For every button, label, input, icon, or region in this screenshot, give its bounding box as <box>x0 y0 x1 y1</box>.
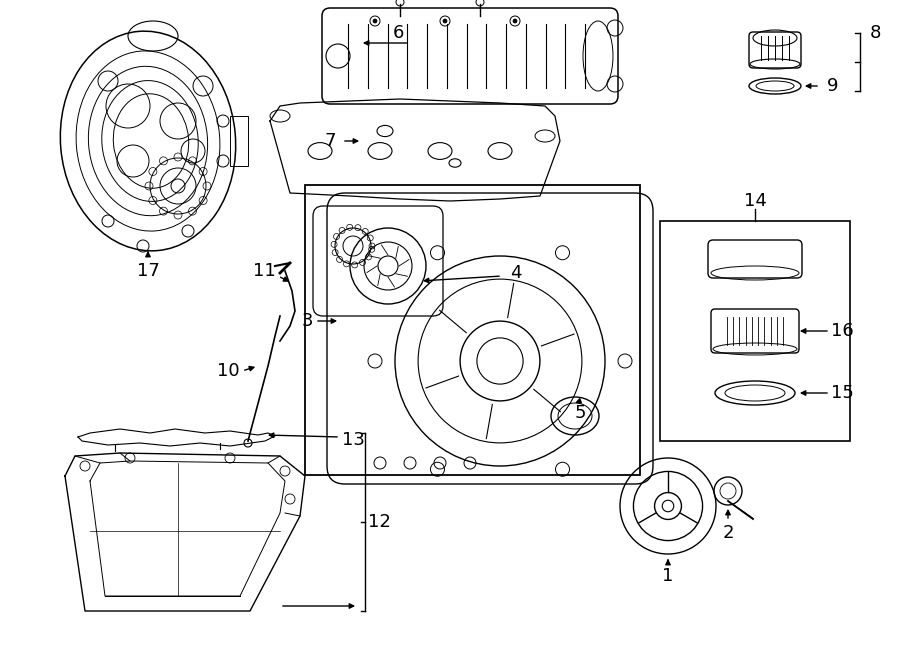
Text: 17: 17 <box>137 262 159 280</box>
Text: 7: 7 <box>324 132 336 150</box>
Text: 14: 14 <box>743 192 767 210</box>
Bar <box>305 185 640 475</box>
Circle shape <box>443 19 447 23</box>
Text: 5: 5 <box>574 404 586 422</box>
Text: 4: 4 <box>510 264 522 282</box>
Text: 2: 2 <box>722 524 734 542</box>
Text: 6: 6 <box>392 24 404 42</box>
Text: 3: 3 <box>302 312 313 330</box>
Text: 16: 16 <box>831 322 853 340</box>
Circle shape <box>373 19 377 23</box>
Circle shape <box>513 19 517 23</box>
Text: 1: 1 <box>662 567 674 585</box>
Text: 8: 8 <box>869 24 881 42</box>
Text: 9: 9 <box>827 77 839 95</box>
Bar <box>660 221 850 441</box>
Text: 10: 10 <box>217 362 239 380</box>
Text: 13: 13 <box>342 431 364 449</box>
Text: 15: 15 <box>831 384 853 402</box>
Text: 12: 12 <box>367 513 391 531</box>
Text: 11: 11 <box>253 262 275 280</box>
